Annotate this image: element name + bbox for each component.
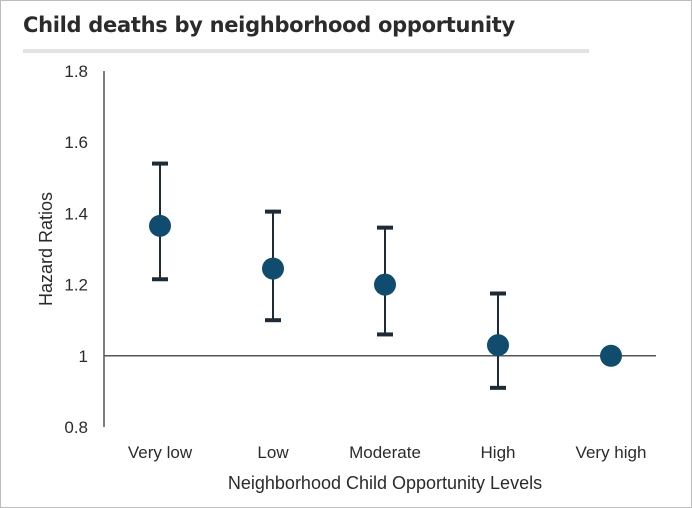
x-axis-title: Neighborhood Child Opportunity Levels [228, 473, 542, 493]
y-tick-label: 1.6 [64, 133, 88, 152]
data-points [149, 214, 622, 367]
y-tick-label: 1.8 [64, 62, 88, 81]
data-point [149, 214, 171, 237]
data-point [262, 257, 284, 280]
chart-title: Child deaths by neighborhood opportunity [23, 13, 515, 37]
x-tick-label: Very high [576, 443, 647, 462]
y-tick-label: 1 [79, 347, 88, 366]
title-underline [23, 49, 589, 53]
x-tick-label: High [481, 443, 516, 462]
x-tick-label: Low [257, 443, 289, 462]
y-tick-labels: 0.8 1 1.2 1.4 1.6 1.8 [64, 62, 88, 437]
x-tick-labels: Very low Low Moderate High Very high [128, 443, 647, 462]
x-tick-label: Very low [128, 443, 193, 462]
x-tick-label: Moderate [349, 443, 421, 462]
y-axis-title: Hazard Ratios [36, 192, 56, 306]
data-point [600, 344, 622, 367]
data-point [487, 334, 509, 357]
data-point [374, 273, 396, 296]
y-tick-label: 1.2 [64, 276, 88, 295]
error-bars [152, 161, 506, 390]
y-tick-label: 1.4 [64, 204, 88, 223]
y-tick-label: 0.8 [64, 418, 88, 437]
